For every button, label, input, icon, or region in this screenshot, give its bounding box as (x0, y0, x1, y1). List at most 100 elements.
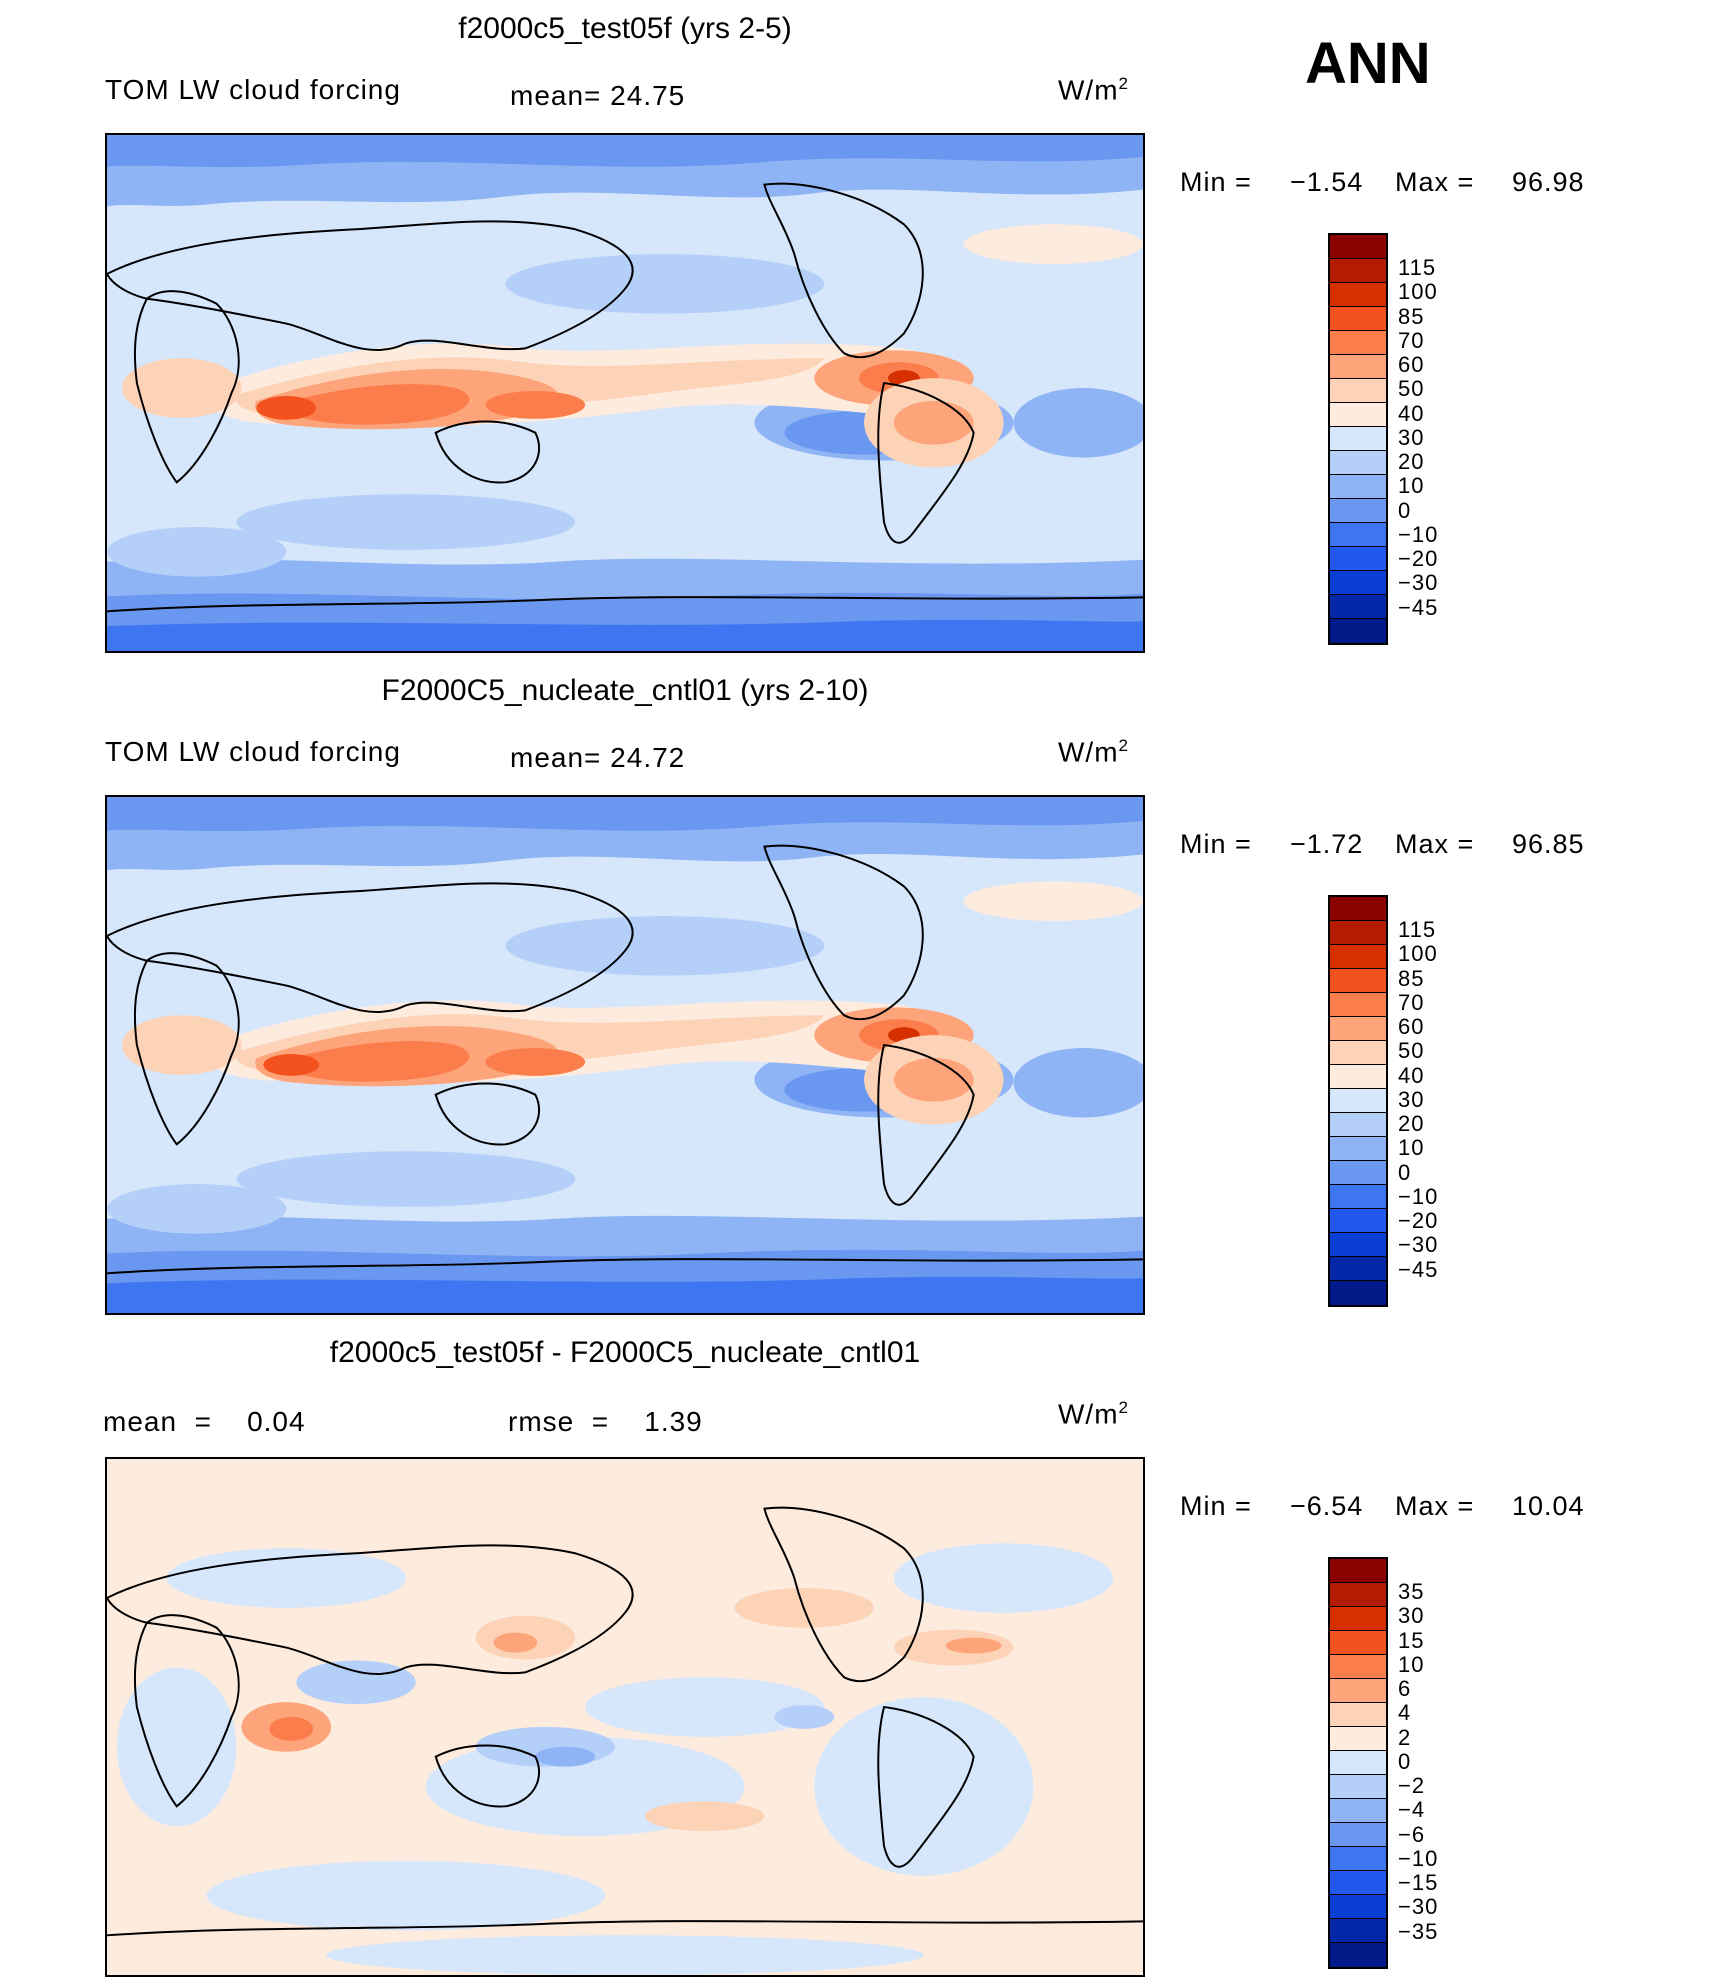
colorbar-segment (1330, 1113, 1386, 1137)
colorbar-tick-label: −6 (1398, 1821, 1426, 1847)
colorbar-segment (1330, 1943, 1386, 1967)
colorbar-tick-label: 0 (1398, 1748, 1412, 1774)
colorbar-tick-label: −20 (1398, 546, 1439, 572)
panel-2-max-label: Max = (1395, 829, 1475, 859)
panel-1-title: f2000c5_test05f (yrs 2-5) (458, 12, 792, 45)
colorbar-tick-label: 30 (1398, 424, 1425, 450)
panel-1-min-label: Min = (1180, 167, 1252, 197)
colorbar-segment (1330, 1799, 1386, 1823)
colorbar-tick-label: 10 (1398, 473, 1425, 499)
panel-2-mean: mean= 24.72 (510, 742, 686, 773)
colorbar-tick-label: −35 (1398, 1918, 1439, 1944)
colorbar-segment (1330, 331, 1386, 355)
colorbar-tick-label: −10 (1398, 1845, 1439, 1871)
panel-3-max-value: 10.04 (1512, 1491, 1585, 1521)
colorbar-segment (1330, 619, 1386, 643)
colorbar-segment (1330, 307, 1386, 331)
colorbar-segment (1330, 1679, 1386, 1703)
colorbar-segment (1330, 1703, 1386, 1727)
colorbar-tick-label: −45 (1398, 1256, 1439, 1282)
colorbar-tick-label: 20 (1398, 449, 1425, 475)
colorbar-segment (1330, 993, 1386, 1017)
colorbar-segment (1330, 475, 1386, 499)
colorbar-segment (1330, 1895, 1386, 1919)
panel-3-map (105, 1457, 1145, 1977)
colorbar-tick-label: −15 (1398, 1870, 1439, 1896)
colorbar-segment (1330, 259, 1386, 283)
colorbar-segment (1330, 897, 1386, 921)
colorbar-segment (1330, 523, 1386, 547)
panel-1-map-svg (107, 135, 1143, 651)
panel-2-map-svg (107, 797, 1143, 1313)
colorbar-segment (1330, 1775, 1386, 1799)
panel-2-units: W/m2 (1058, 736, 1129, 768)
colorbar-segment (1330, 1257, 1386, 1281)
colorbar-tick-label: −45 (1398, 594, 1439, 620)
colorbar-tick-label: 35 (1398, 1579, 1425, 1605)
colorbar-segment (1330, 945, 1386, 969)
season-label: ANN (1305, 31, 1431, 96)
panel-3-min-label: Min = (1180, 1491, 1252, 1521)
colorbar-segment (1330, 1137, 1386, 1161)
colorbar-tick-label: 85 (1398, 303, 1425, 329)
colorbar-segment (1330, 1847, 1386, 1871)
colorbar-tick-label: 50 (1398, 1038, 1425, 1064)
panel-3-map-svg (107, 1459, 1143, 1975)
colorbar-segment (1330, 571, 1386, 595)
colorbar-tick-label: 6 (1398, 1676, 1412, 1702)
colorbar-tick-label: −4 (1398, 1797, 1426, 1823)
colorbar-tick-label: 115 (1398, 255, 1437, 281)
colorbar-tick-label: 60 (1398, 352, 1425, 378)
colorbar-tick-label: 30 (1398, 1086, 1425, 1112)
colorbar-segment (1330, 1631, 1386, 1655)
colorbar-segment (1330, 427, 1386, 451)
colorbar-tick-label: 85 (1398, 965, 1425, 991)
colorbar-segment (1330, 1065, 1386, 1089)
colorbar-segment (1330, 1823, 1386, 1847)
colorbar-tick-label: 40 (1398, 400, 1425, 426)
colorbar-segment (1330, 355, 1386, 379)
panel-1-max-label: Max = (1395, 167, 1475, 197)
colorbar-tick-label: 100 (1398, 279, 1438, 305)
panel-2-max-value: 96.85 (1512, 829, 1585, 859)
panel-2-map (105, 795, 1145, 1315)
colorbar-tick-label: 70 (1398, 989, 1425, 1015)
colorbar-segment (1330, 1209, 1386, 1233)
panel-1-units: W/m2 (1058, 74, 1129, 106)
panel-1-mean: mean= 24.75 (510, 80, 686, 111)
colorbar-segment (1330, 1185, 1386, 1209)
panel-2-field-label: TOM LW cloud forcing (105, 736, 401, 767)
colorbar-tick-label: −10 (1398, 521, 1439, 547)
colorbar-tick-label: 115 (1398, 917, 1437, 943)
colorbar-segment (1330, 1281, 1386, 1305)
panel-3-units: W/m2 (1058, 1398, 1129, 1430)
panel-1-map (105, 133, 1145, 653)
colorbar-tick-label: −20 (1398, 1208, 1439, 1234)
panel-3-title: f2000c5_test05f - F2000C5_nucleate_cntl0… (329, 1336, 921, 1369)
colorbar-segment (1330, 1089, 1386, 1113)
colorbar-segment (1330, 1919, 1386, 1943)
panel-1-colorbar (1328, 233, 1388, 645)
colorbar-segment (1330, 969, 1386, 993)
colorbar-tick-label: −30 (1398, 1232, 1439, 1258)
panel-2-min-value: −1.72 (1290, 829, 1364, 859)
colorbar-tick-label: −30 (1398, 570, 1439, 596)
colorbar-segment (1330, 595, 1386, 619)
panel-3-rmse: rmse = 1.39 (508, 1406, 703, 1437)
colorbar-segment (1330, 1583, 1386, 1607)
colorbar-tick-label: −2 (1398, 1773, 1426, 1799)
colorbar-segment (1330, 1655, 1386, 1679)
colorbar-segment (1330, 451, 1386, 475)
panel-2-title: F2000C5_nucleate_cntl01 (yrs 2-10) (381, 674, 869, 707)
colorbar-tick-label: 60 (1398, 1014, 1425, 1040)
colorbar-tick-label: 40 (1398, 1062, 1425, 1088)
colorbar-segment (1330, 1727, 1386, 1751)
colorbar-tick-label: −10 (1398, 1183, 1439, 1209)
colorbar-tick-label: 15 (1398, 1627, 1425, 1653)
colorbar-segment (1330, 499, 1386, 523)
colorbar-tick-label: 20 (1398, 1111, 1425, 1137)
panel-3-colorbar (1328, 1557, 1388, 1969)
colorbar-segment (1330, 1751, 1386, 1775)
colorbar-tick-label: 50 (1398, 376, 1425, 402)
panel-1-min-value: −1.54 (1290, 167, 1364, 197)
